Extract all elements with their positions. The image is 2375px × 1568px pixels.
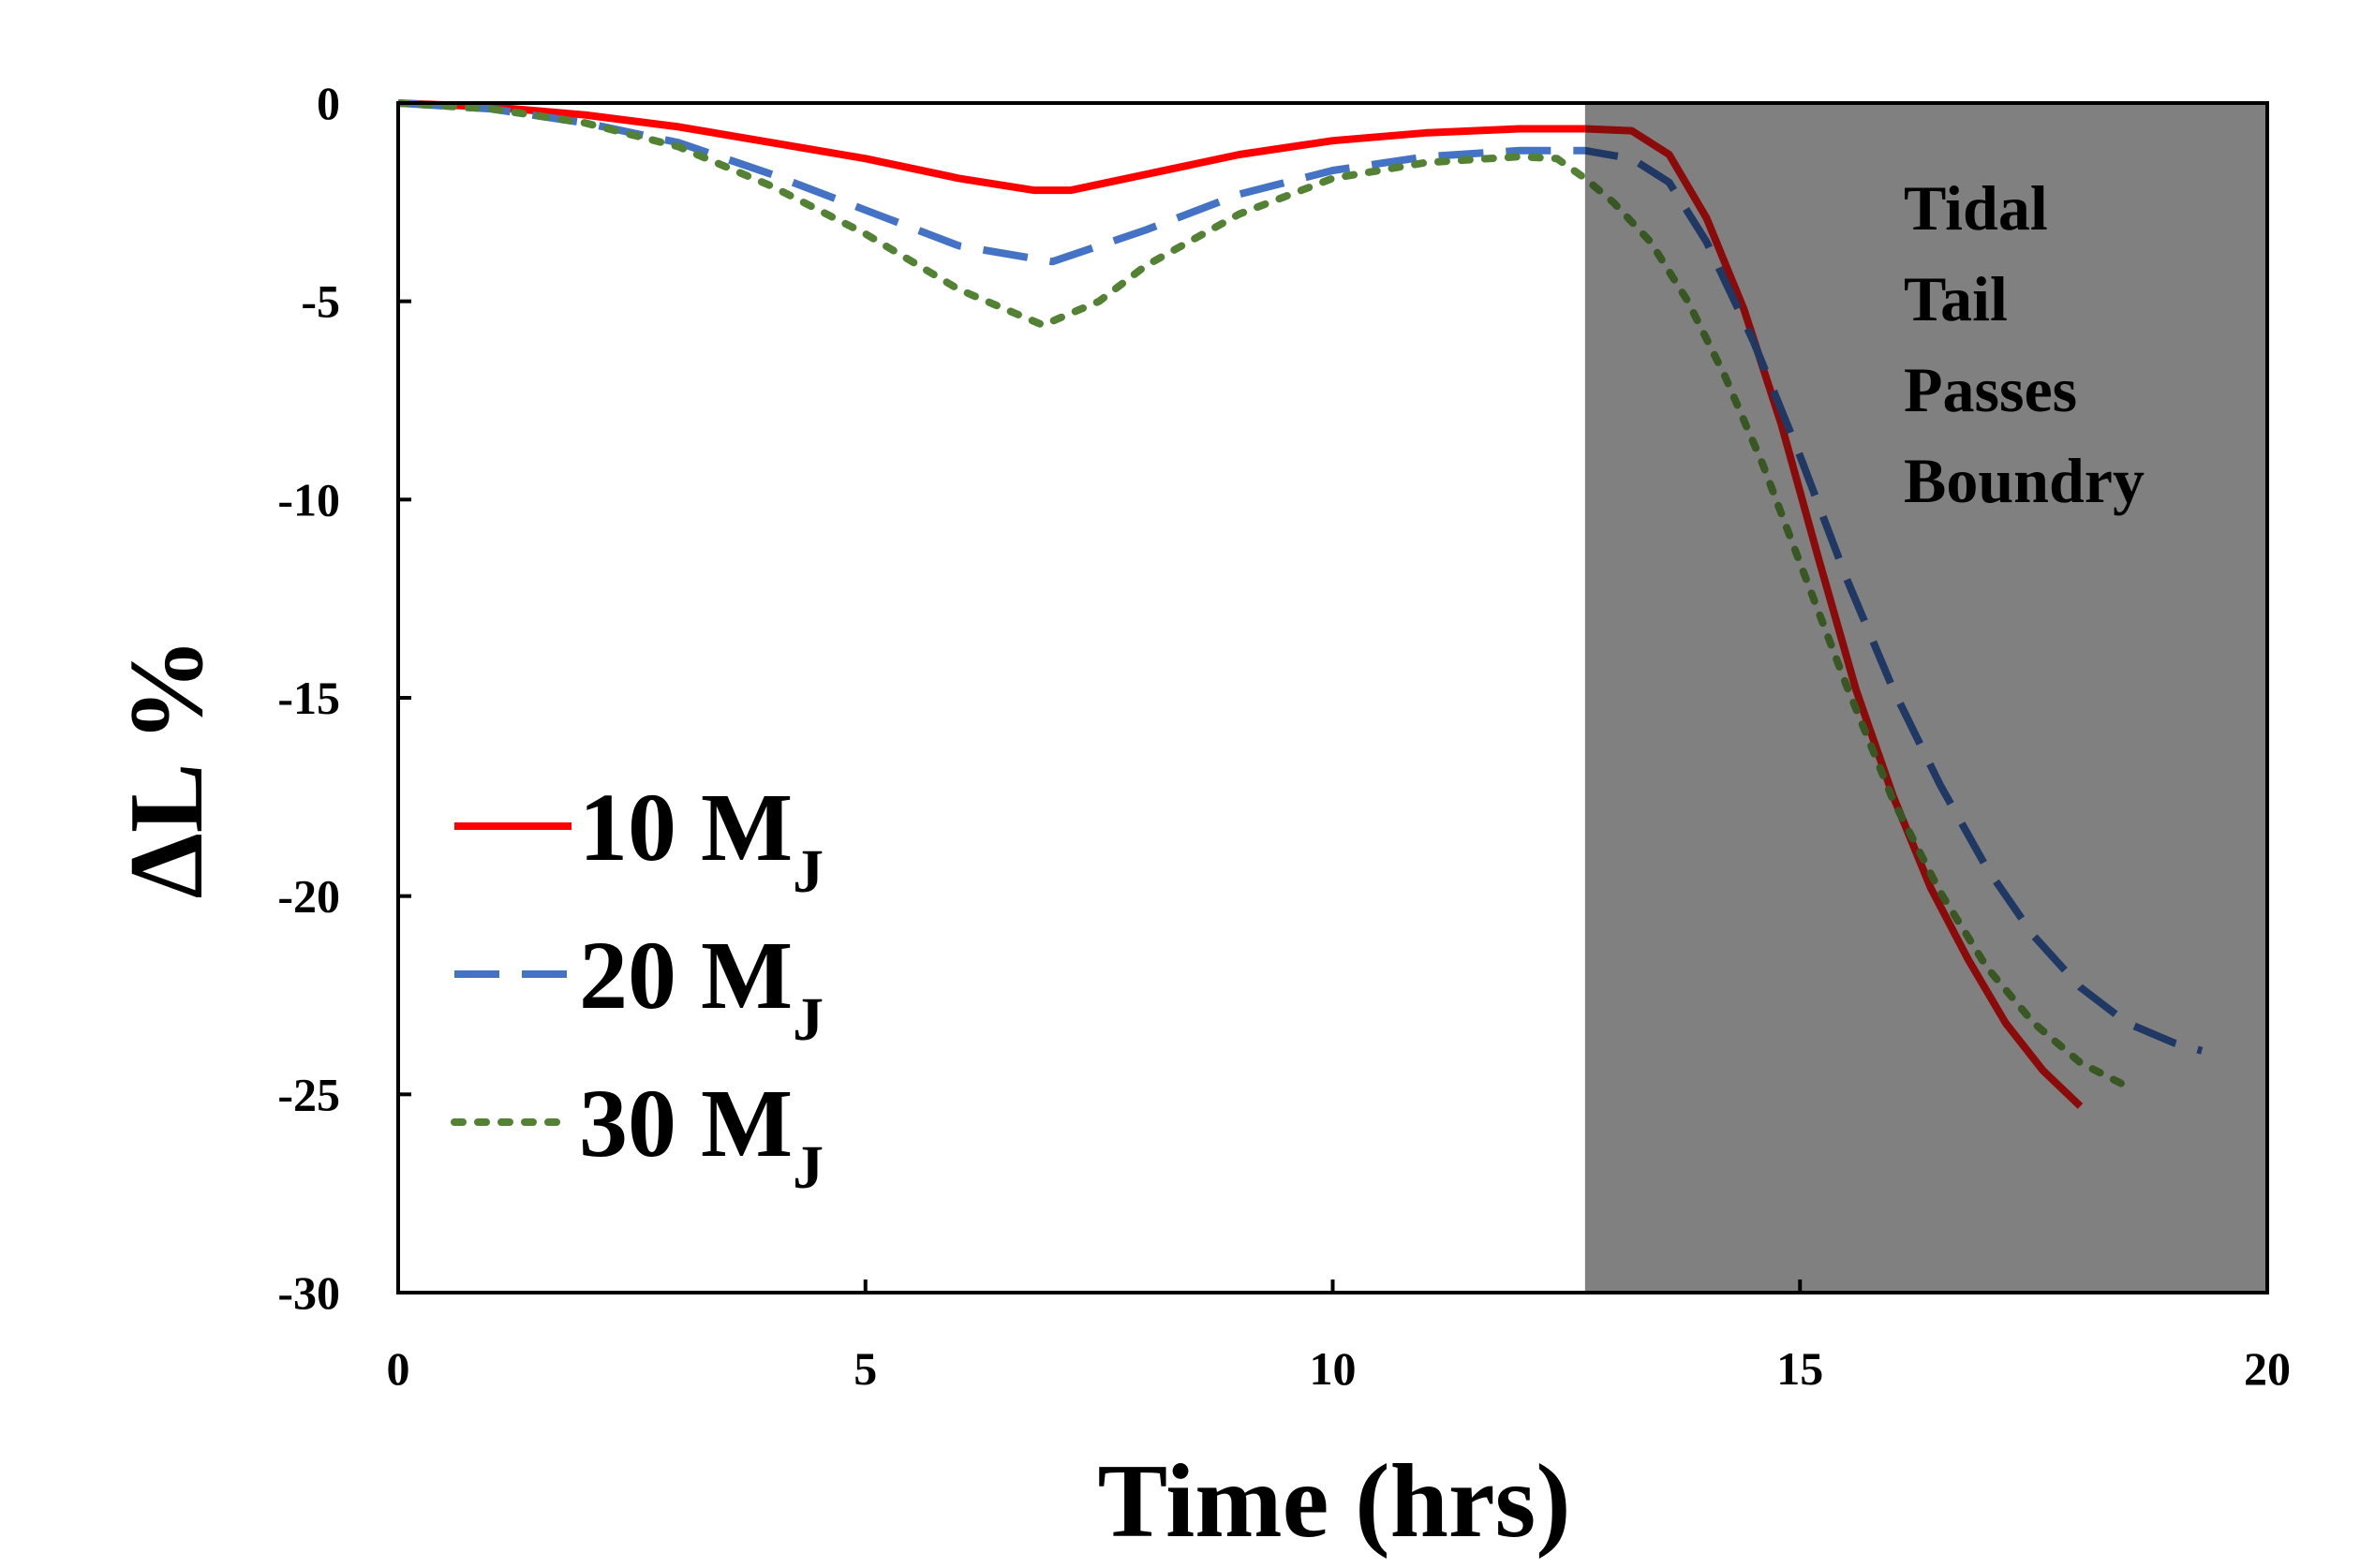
series-2 xyxy=(398,99,2204,1055)
x-tick-label: 0 xyxy=(387,1342,410,1395)
series-1-line-plain xyxy=(398,99,1585,195)
series-2-line-shaded xyxy=(1584,146,2204,1055)
legend: 10 MJ 20 MJ 30 MJ xyxy=(451,774,824,1202)
y-tick-label: -5 xyxy=(301,275,340,328)
legend-subscript: J xyxy=(793,985,824,1054)
axes-layer: 0 -5 -10 -15 -20 -25 -30 0 5 10 15 20 xyxy=(277,77,2291,1395)
shaded-region-label-layer: Tidal Tail Passes Boundry xyxy=(1904,172,2145,516)
y-tick-label: -25 xyxy=(277,1068,340,1120)
legend-label: 30 MJ xyxy=(579,1070,824,1202)
y-tick-label: -30 xyxy=(277,1266,340,1319)
shaded-region-label-line: Boundry xyxy=(1904,445,2145,516)
legend-label: 10 MJ xyxy=(579,774,824,906)
shaded-region-label-line: Tidal xyxy=(1904,172,2048,244)
y-tick-label: -20 xyxy=(277,870,340,923)
x-tick-label: 15 xyxy=(1776,1342,1823,1395)
legend-subscript: J xyxy=(793,1133,824,1202)
legend-entry-3: 30 MJ xyxy=(451,1070,824,1202)
legend-subscript: J xyxy=(793,837,824,906)
series-3-line-plain xyxy=(398,99,1585,330)
shaded-region-label-line: Tail xyxy=(1904,263,2008,334)
shaded-region xyxy=(1584,103,2267,1293)
y-tick-label: 0 xyxy=(317,77,340,129)
shaded-region-layer xyxy=(1584,103,2267,1293)
series-layer xyxy=(398,99,2204,1109)
legend-label: 20 MJ xyxy=(579,922,824,1054)
shaded-region-label-line: Passes xyxy=(1904,354,2077,425)
x-tick-label: 20 xyxy=(2244,1342,2291,1395)
y-tick-label: -10 xyxy=(277,473,340,525)
series-2-line-plain xyxy=(398,99,1585,266)
legend-entry-2: 20 MJ xyxy=(454,922,824,1054)
x-tick-label: 5 xyxy=(854,1342,877,1395)
series-3-line-shaded xyxy=(1584,173,2131,1090)
legend-entry-1: 10 MJ xyxy=(454,774,824,906)
x-axis-title: Time (hrs) xyxy=(1098,1443,1571,1560)
y-axis-title: ΔL % xyxy=(109,638,225,899)
series-3 xyxy=(398,99,2131,1090)
x-tick-label: 10 xyxy=(1310,1342,1357,1395)
y-tick-label: -15 xyxy=(277,672,340,724)
